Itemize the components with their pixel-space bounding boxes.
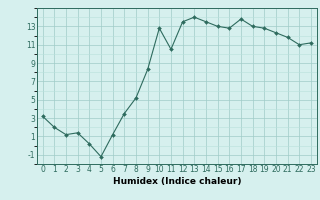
X-axis label: Humidex (Indice chaleur): Humidex (Indice chaleur)	[113, 177, 241, 186]
